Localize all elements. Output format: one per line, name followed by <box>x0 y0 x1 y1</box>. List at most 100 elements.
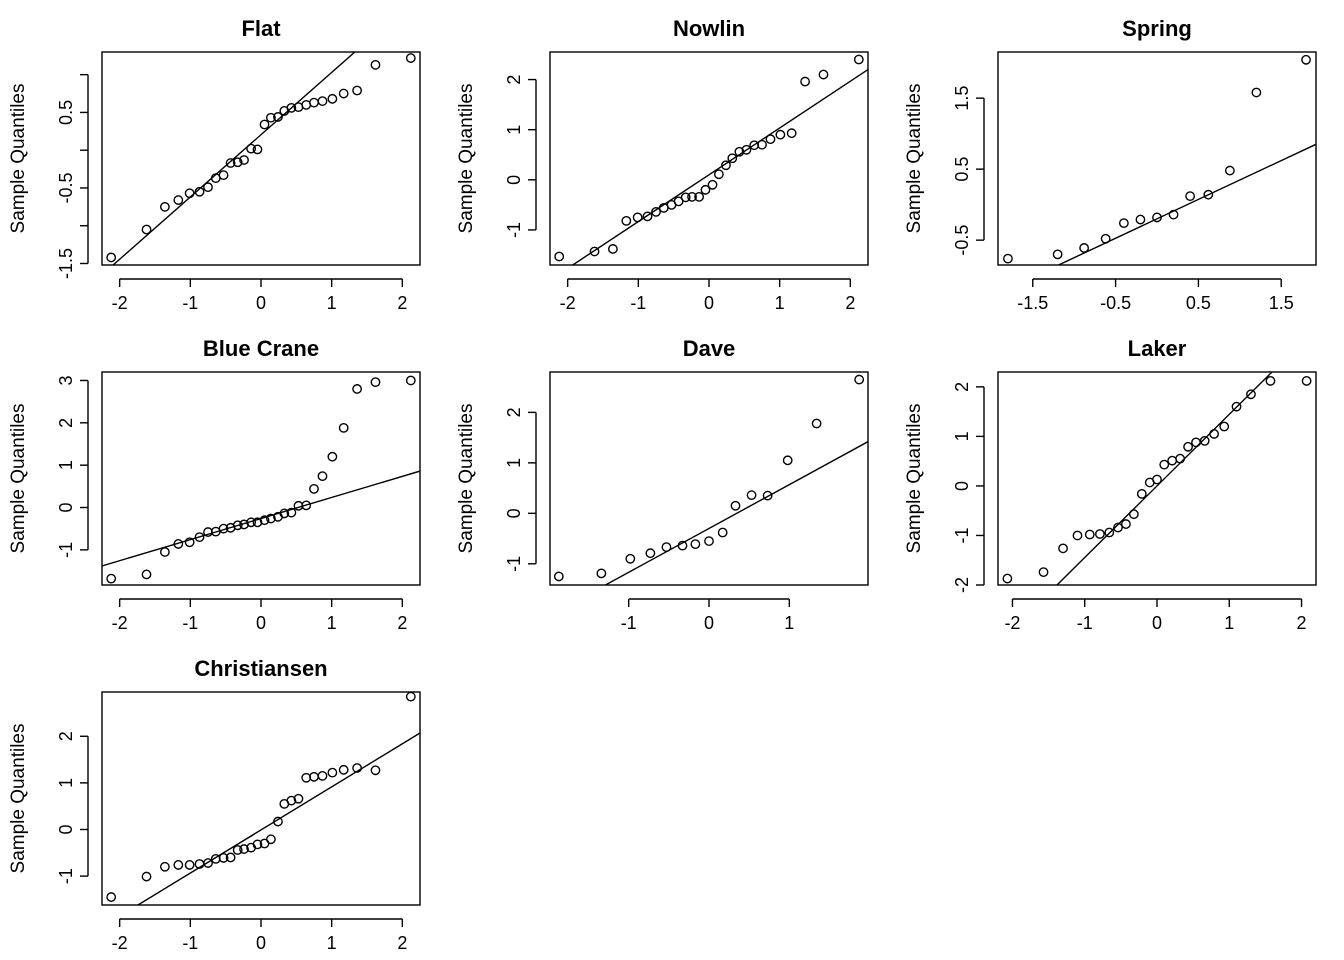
data-point <box>239 519 249 530</box>
data-point <box>159 861 170 872</box>
data-point <box>642 211 653 222</box>
data-point <box>293 793 304 804</box>
y-tick-label: -1 <box>952 527 972 543</box>
qq-reference-line <box>1056 372 1273 585</box>
data-point <box>317 770 328 781</box>
data-point <box>252 517 263 528</box>
data-point <box>301 500 312 511</box>
data-point <box>273 816 283 827</box>
data-point <box>765 134 776 145</box>
plot-frame <box>101 371 421 586</box>
x-tick-label: -2 <box>1004 613 1020 633</box>
data-point <box>106 573 117 584</box>
data-point <box>405 53 416 63</box>
data-point <box>405 375 416 386</box>
qq-reference-line <box>136 732 420 905</box>
data-point <box>279 508 290 519</box>
data-point <box>265 112 276 123</box>
y-tick-label: 1 <box>56 460 76 470</box>
data-point <box>1183 441 1193 452</box>
data-point <box>239 155 249 165</box>
data-point <box>141 569 152 580</box>
data-point <box>687 191 697 202</box>
data-point <box>184 188 195 199</box>
data-point <box>596 568 607 579</box>
panel-title: Nowlin <box>673 16 745 41</box>
data-point <box>309 97 319 108</box>
data-point <box>184 537 195 548</box>
data-point <box>730 500 741 511</box>
data-point <box>218 523 229 534</box>
data-point <box>786 128 797 139</box>
data-point <box>173 539 184 549</box>
y-tick-label: 2 <box>952 382 972 392</box>
y-tick-label: -1 <box>56 868 76 884</box>
x-tick-label: -2 <box>112 613 128 633</box>
plot-frame <box>549 371 869 586</box>
y-tick-label: -1 <box>504 556 524 572</box>
x-tick-label: 1.5 <box>1269 293 1294 313</box>
data-point <box>327 451 338 462</box>
data-point <box>1052 249 1063 260</box>
x-tick-label: 0 <box>704 613 714 633</box>
data-point <box>1152 212 1162 223</box>
x-tick-label: 2 <box>397 293 407 313</box>
data-point <box>1224 165 1235 176</box>
x-tick-label: 1 <box>784 613 794 633</box>
data-point <box>1175 453 1186 464</box>
data-point <box>259 119 270 130</box>
data-point <box>265 513 276 524</box>
plot-frame <box>997 51 1317 266</box>
data-point <box>762 490 773 501</box>
y-tick-label: 2 <box>504 75 524 85</box>
data-point <box>621 215 632 226</box>
data-point <box>1121 519 1131 529</box>
x-tick-label: 0.5 <box>1186 293 1211 313</box>
data-point <box>1301 376 1312 386</box>
y-tick-label: -0.5 <box>952 225 972 256</box>
data-point <box>1199 435 1210 446</box>
data-point <box>707 179 718 190</box>
data-point <box>1118 218 1129 229</box>
data-point <box>225 158 236 168</box>
data-point <box>246 143 257 154</box>
data-point <box>757 139 767 150</box>
y-axis-label: Sample Quantiles <box>904 84 925 234</box>
x-tick-label: -1 <box>621 613 637 633</box>
data-point <box>589 246 600 257</box>
data-point <box>741 144 752 155</box>
data-point <box>1301 54 1311 65</box>
data-point <box>854 374 865 385</box>
data-point <box>338 764 349 775</box>
x-tick-label: 0 <box>704 293 714 313</box>
data-point <box>370 59 381 70</box>
x-tick-label: -2 <box>560 293 576 313</box>
data-point <box>607 244 618 254</box>
x-tick-label: -1 <box>1077 613 1093 633</box>
y-axis-label: Sample Quantiles <box>8 404 29 554</box>
data-point <box>259 515 270 526</box>
y-tick-label: 1.5 <box>952 86 972 111</box>
y-tick-label: 2 <box>56 418 76 428</box>
data-point <box>811 418 822 429</box>
data-point <box>327 93 338 104</box>
data-point <box>1079 243 1090 253</box>
y-tick-label: 1 <box>56 778 76 788</box>
data-point <box>203 858 213 868</box>
data-point <box>1135 214 1146 225</box>
data-point <box>141 871 152 882</box>
data-point <box>239 844 249 854</box>
data-point <box>1159 459 1170 470</box>
data-point <box>1167 455 1178 466</box>
data-point <box>225 852 236 863</box>
data-point <box>232 845 243 855</box>
data-point <box>352 85 363 96</box>
data-point <box>232 157 243 168</box>
y-axis-label: Sample Quantiles <box>8 84 29 234</box>
data-point <box>232 520 243 531</box>
data-point <box>782 455 793 466</box>
x-tick-label: -1 <box>182 933 198 953</box>
data-point <box>694 191 705 202</box>
data-point <box>554 251 565 262</box>
data-point <box>218 170 229 181</box>
